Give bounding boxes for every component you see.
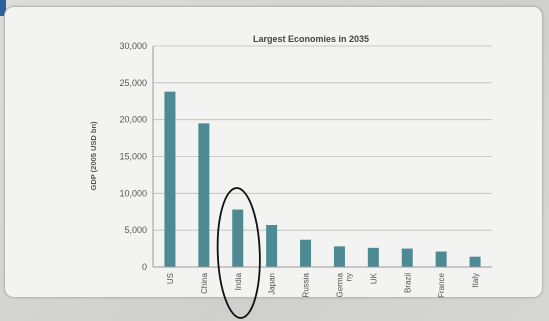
x-tick-label: Russia: [302, 272, 311, 297]
y-tick-label: 0: [142, 262, 147, 272]
bar-france: [435, 251, 447, 267]
y-tick-label: 10,000: [119, 188, 147, 198]
x-tick-label: Germany: [335, 272, 353, 297]
bar-china: [198, 123, 210, 267]
bars: [164, 91, 481, 267]
y-tick-label: 30,000: [119, 41, 147, 51]
bar-italy: [469, 256, 481, 267]
y-axis-ticks: 0 5,000 10,000 15,000 20,000 25,000 30,000: [119, 41, 147, 272]
x-axis-categories: US China India Japan Russia Germany UK Brazil Fr…: [166, 272, 480, 298]
annotations: [216, 187, 261, 319]
chart-title: Largest Economies in 2035: [253, 34, 369, 44]
bar-india: [232, 209, 244, 267]
x-tick-label: France: [437, 272, 446, 297]
bar-japan: [266, 225, 278, 267]
x-tick-label: Japan: [268, 273, 277, 295]
bar-us: [164, 91, 176, 267]
x-tick-label: Italy: [471, 273, 480, 288]
x-tick-label: India: [234, 272, 243, 290]
x-tick-label: US: [166, 273, 175, 284]
gridlines: [153, 45, 492, 231]
y-axis-label: GDP (2005 USD bn): [89, 121, 98, 191]
x-tick-label: UK: [369, 272, 378, 284]
x-tick-label: China: [200, 272, 209, 293]
corner-accent: [0, 0, 6, 16]
bar-brazil: [401, 248, 413, 267]
y-tick-label: 5,000: [124, 225, 147, 235]
highlight-ellipse: [216, 187, 261, 319]
bar-uk: [367, 247, 379, 267]
y-tick-label: 20,000: [119, 115, 147, 125]
axes: [152, 46, 492, 268]
bar-germany: [333, 246, 345, 267]
x-tick-label: Brazil: [403, 273, 412, 293]
bar-russia: [300, 239, 312, 267]
y-tick-label: 15,000: [119, 152, 147, 162]
y-tick-label: 25,000: [119, 78, 147, 88]
